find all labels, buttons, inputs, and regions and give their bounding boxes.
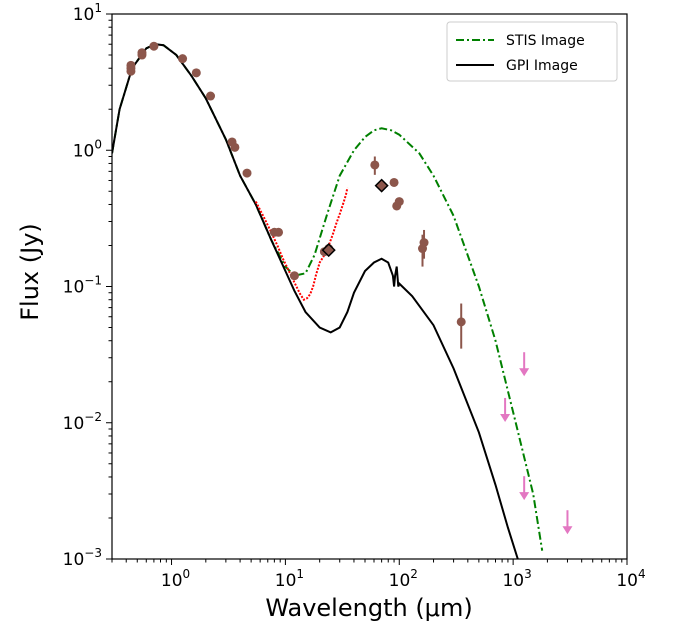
y-axis-label: Flux (Jy) xyxy=(16,223,44,321)
legend-label-stis: STIS Image xyxy=(506,33,585,49)
photometry-point xyxy=(389,177,399,187)
upper-limit-arrow xyxy=(562,526,573,535)
photometry-point xyxy=(456,317,466,327)
photometry-point xyxy=(230,142,240,152)
photometry-point xyxy=(242,168,252,178)
upper-limit-arrow xyxy=(519,492,530,501)
series-layer xyxy=(112,41,573,559)
photometry-diamond xyxy=(374,178,389,193)
photometry-point xyxy=(149,41,159,51)
legend-box xyxy=(446,21,618,82)
photometry-point xyxy=(419,238,429,248)
photometry-point xyxy=(191,68,201,78)
photometry-point xyxy=(178,54,188,64)
x-tick-label: 100 xyxy=(161,567,190,591)
upper-limit-arrow xyxy=(500,413,511,422)
photometry-diamond xyxy=(321,243,336,258)
photometry-point xyxy=(370,160,380,170)
y-tick-label: 101 xyxy=(73,1,102,25)
legend-label-gpi: GPI Image xyxy=(506,58,578,74)
upper-limit-arrow xyxy=(519,368,530,377)
photometry-point xyxy=(206,91,216,101)
photometry-point xyxy=(289,271,299,281)
photometry-point xyxy=(394,197,404,207)
ir-spectrum-line xyxy=(254,187,349,301)
photometry-point xyxy=(137,48,147,58)
photometry-point xyxy=(126,60,136,70)
x-axis-label: Wavelength (μm) xyxy=(265,594,472,622)
legend: STIS Image GPI Image xyxy=(446,21,618,82)
y-tick-label: 10−2 xyxy=(63,410,102,434)
plot-frame xyxy=(111,13,628,560)
photometry-point xyxy=(274,227,284,237)
